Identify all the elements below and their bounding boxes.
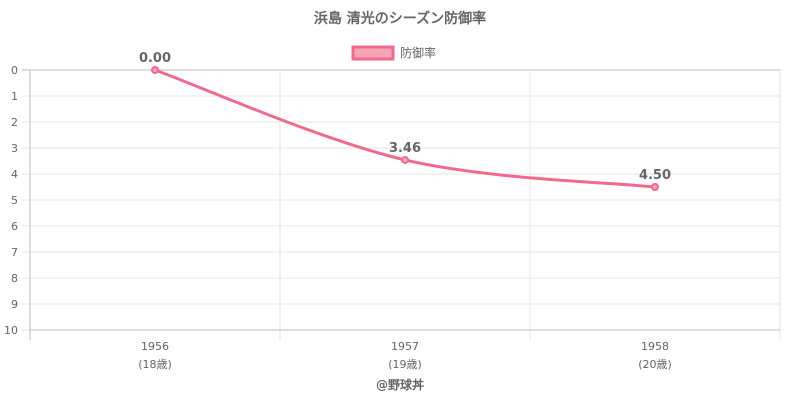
data-value-label: 3.46 <box>389 141 421 156</box>
y-tick-label: 6 <box>11 220 18 233</box>
axes: 0 1 2 3 4 5 6 7 8 9 10 1956 (18歳) 1957 (19歳) 1958 (20歳) <box>4 64 780 371</box>
gridlines <box>22 69 781 340</box>
legend-swatch <box>351 45 395 61</box>
y-tick-label: 2 <box>11 116 18 129</box>
x-tick-label: 1958 <box>641 340 669 353</box>
chart-title: 浜島 清光のシーズン防御率 <box>314 10 486 27</box>
y-tick-label: 10 <box>4 324 18 337</box>
x-tick-label: 1956 <box>141 340 169 353</box>
y-tick-label: 7 <box>11 246 18 259</box>
x-tick-label: 1957 <box>391 340 419 353</box>
y-tick-label: 1 <box>11 90 18 103</box>
x-tick-sublabel: (18歳) <box>138 358 172 371</box>
data-value-label: 0.00 <box>139 51 171 66</box>
y-tick-label: 5 <box>11 194 18 207</box>
legend-label: 防御率 <box>400 45 436 60</box>
era-line <box>154 68 656 189</box>
data-point[interactable] <box>151 66 159 74</box>
legend[interactable]: 防御率 <box>351 45 436 61</box>
y-tick-label: 8 <box>11 272 18 285</box>
y-tick-label: 9 <box>11 298 18 311</box>
series-line: 0.00 3.46 4.50 <box>139 51 671 191</box>
y-tick-label: 0 <box>11 64 18 77</box>
y-tick-label: 3 <box>11 142 18 155</box>
data-point[interactable] <box>401 155 409 164</box>
x-tick-sublabel: (20歳) <box>638 358 672 371</box>
data-value-label: 4.50 <box>639 168 671 183</box>
x-tick-sublabel: (19歳) <box>388 358 422 371</box>
credit-label: @野球丼 <box>376 377 424 392</box>
y-tick-label: 4 <box>11 168 18 181</box>
data-point[interactable] <box>651 183 659 191</box>
